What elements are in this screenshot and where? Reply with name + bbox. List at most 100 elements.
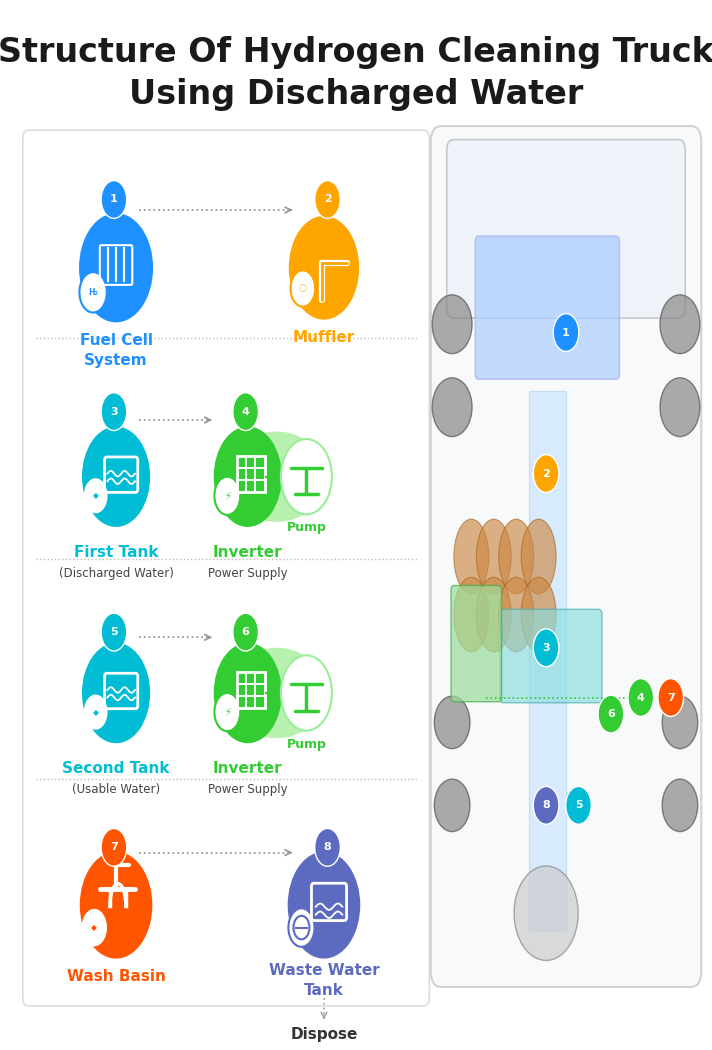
- Text: ◆: ◆: [93, 491, 98, 500]
- Ellipse shape: [454, 519, 489, 594]
- Circle shape: [533, 455, 559, 492]
- Text: 7: 7: [667, 693, 674, 702]
- Circle shape: [434, 696, 470, 749]
- FancyBboxPatch shape: [23, 130, 429, 1006]
- Circle shape: [533, 786, 559, 824]
- FancyBboxPatch shape: [431, 126, 701, 987]
- Circle shape: [658, 678, 684, 716]
- Circle shape: [533, 629, 559, 667]
- Text: First Tank: First Tank: [74, 545, 158, 560]
- Circle shape: [565, 786, 591, 824]
- Text: Pump: Pump: [286, 522, 326, 534]
- Text: (Discharged Water): (Discharged Water): [58, 567, 174, 580]
- Text: Muffler: Muffler: [293, 330, 355, 344]
- Circle shape: [434, 779, 470, 832]
- Circle shape: [288, 852, 360, 959]
- Circle shape: [79, 213, 153, 322]
- Circle shape: [84, 694, 108, 730]
- Text: Pump: Pump: [286, 738, 326, 751]
- Text: (Usable Water): (Usable Water): [72, 783, 160, 796]
- Text: 8: 8: [543, 800, 550, 811]
- Text: 4: 4: [637, 693, 645, 702]
- Text: 1: 1: [562, 328, 570, 337]
- Circle shape: [82, 426, 150, 527]
- Circle shape: [80, 852, 152, 959]
- Text: Structure Of Hydrogen Cleaning Truck: Structure Of Hydrogen Cleaning Truck: [0, 36, 712, 69]
- Ellipse shape: [454, 578, 489, 652]
- Circle shape: [233, 613, 258, 651]
- Circle shape: [101, 393, 127, 430]
- Text: 3: 3: [110, 406, 117, 417]
- Circle shape: [288, 908, 315, 947]
- Circle shape: [101, 181, 127, 218]
- Ellipse shape: [521, 578, 556, 652]
- Circle shape: [101, 613, 127, 651]
- Circle shape: [662, 779, 698, 832]
- Text: ◆: ◆: [91, 923, 98, 932]
- Circle shape: [214, 477, 240, 514]
- Text: System: System: [84, 353, 148, 367]
- Text: Waste Water: Waste Water: [268, 963, 379, 978]
- Text: Fuel Cell: Fuel Cell: [80, 333, 152, 348]
- FancyBboxPatch shape: [447, 140, 685, 318]
- Ellipse shape: [521, 519, 556, 594]
- Circle shape: [598, 695, 624, 733]
- Text: ⚡: ⚡: [224, 490, 231, 501]
- Circle shape: [82, 909, 107, 946]
- Ellipse shape: [476, 519, 511, 594]
- Text: ⚡: ⚡: [224, 707, 231, 717]
- Text: Power Supply: Power Supply: [208, 783, 288, 796]
- Text: Inverter: Inverter: [213, 545, 283, 560]
- Text: 2: 2: [324, 194, 331, 205]
- Circle shape: [281, 655, 332, 731]
- Text: 5: 5: [575, 800, 582, 811]
- Text: Second Tank: Second Tank: [63, 761, 169, 776]
- Circle shape: [315, 828, 340, 866]
- Circle shape: [289, 216, 359, 319]
- Ellipse shape: [227, 432, 326, 522]
- FancyBboxPatch shape: [451, 586, 501, 701]
- Text: Power Supply: Power Supply: [208, 567, 288, 580]
- Ellipse shape: [227, 648, 326, 738]
- Circle shape: [662, 696, 698, 749]
- FancyBboxPatch shape: [500, 609, 602, 702]
- Circle shape: [82, 643, 150, 743]
- Text: H₂: H₂: [88, 288, 98, 297]
- Text: ◯: ◯: [299, 285, 307, 292]
- Text: ◆: ◆: [93, 708, 98, 716]
- Text: Tank: Tank: [304, 983, 344, 998]
- Text: 5: 5: [110, 627, 117, 637]
- Circle shape: [514, 866, 578, 961]
- Circle shape: [214, 693, 240, 731]
- Circle shape: [660, 295, 700, 354]
- Circle shape: [290, 270, 315, 307]
- FancyBboxPatch shape: [476, 236, 619, 379]
- Circle shape: [432, 295, 472, 354]
- Text: Using Discharged Water: Using Discharged Water: [129, 78, 583, 111]
- Ellipse shape: [498, 519, 533, 594]
- Circle shape: [80, 272, 107, 313]
- Circle shape: [214, 426, 282, 527]
- Text: 6: 6: [607, 709, 615, 719]
- Text: 4: 4: [241, 406, 250, 417]
- Circle shape: [281, 439, 332, 514]
- Text: Inverter: Inverter: [213, 761, 283, 776]
- Text: 3: 3: [543, 643, 550, 653]
- Circle shape: [214, 643, 282, 743]
- Text: Dispose: Dispose: [290, 1027, 357, 1042]
- Circle shape: [84, 478, 108, 513]
- Text: 2: 2: [543, 468, 550, 479]
- Text: 7: 7: [110, 842, 117, 853]
- Text: 8: 8: [324, 842, 331, 853]
- Text: 6: 6: [241, 627, 250, 637]
- Circle shape: [553, 314, 579, 352]
- FancyBboxPatch shape: [528, 391, 566, 930]
- Circle shape: [432, 378, 472, 437]
- Ellipse shape: [476, 578, 511, 652]
- Ellipse shape: [498, 578, 533, 652]
- Circle shape: [233, 393, 258, 430]
- Circle shape: [101, 828, 127, 866]
- Circle shape: [315, 181, 340, 218]
- Circle shape: [660, 378, 700, 437]
- Circle shape: [628, 678, 654, 716]
